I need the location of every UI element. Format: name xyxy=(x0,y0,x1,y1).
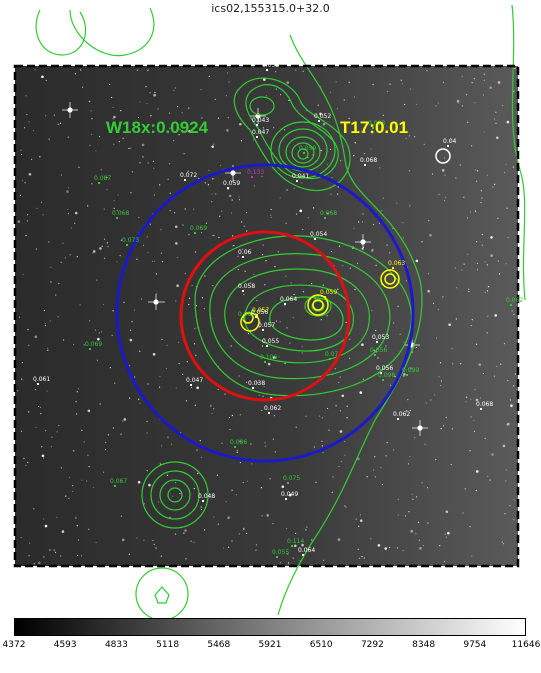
redshift-label: 0.058 xyxy=(238,283,255,290)
redshift-label: 0.059 xyxy=(299,145,316,152)
t17-label: T17:0.01 xyxy=(340,118,409,137)
field-frame xyxy=(13,64,520,568)
wise-label: W18x:0.0924 xyxy=(106,118,209,137)
redshift-label: 0.082 xyxy=(238,311,255,318)
redshift-label: 0.057 xyxy=(252,307,269,314)
redshift-label: 0.06 xyxy=(238,249,252,256)
redshift-label: 0.098 xyxy=(378,372,395,379)
redshift-label: 0.087 xyxy=(94,175,111,182)
redshift-label: 0.053 xyxy=(262,62,279,69)
redshift-label: 0.063 xyxy=(388,260,405,267)
redshift-label: 0.052 xyxy=(314,113,331,120)
redshift-label: 0.043 xyxy=(252,117,269,124)
redshift-label: 0.07 xyxy=(325,351,339,358)
redshift-label: 0.069 xyxy=(85,341,102,348)
redshift-label: 0.073 xyxy=(122,237,139,244)
redshift-label: 0.086 xyxy=(230,439,247,446)
colorbar-tick-label: 5118 xyxy=(156,640,180,650)
colorbar-tick-label: 7292 xyxy=(360,640,384,650)
redshift-label: 0.049 xyxy=(281,491,298,498)
redshift-label: 0.067 xyxy=(110,478,127,485)
inner-radius-circle xyxy=(179,230,351,402)
redshift-label: 0.093 xyxy=(368,120,385,127)
colorbar-tick-label: 6510 xyxy=(309,640,333,650)
redshift-label: 0.04 xyxy=(443,138,457,145)
redshift-label: 0.055 xyxy=(262,338,279,345)
colorbar-ticks: 4372 4593 4833 5118 5468 5921 6510 7292 8348 9754… xyxy=(0,640,541,658)
colorbar-tick-label: 8348 xyxy=(412,640,436,650)
redshift-label: 0.068 xyxy=(476,401,493,408)
redshift-label: 0.057 xyxy=(258,322,275,329)
redshift-label: 0.064 xyxy=(280,296,297,303)
star-field xyxy=(17,67,517,565)
x-ray-contours xyxy=(35,4,526,621)
redshift-label: 0.056 xyxy=(251,309,268,316)
colorbar-tick-label: 5921 xyxy=(258,640,282,650)
redshift-label: 0.069 xyxy=(190,225,207,232)
outer-radius-circle xyxy=(115,163,415,463)
redshift-label: 0.068 xyxy=(320,210,337,217)
redshift-label: 0.056 xyxy=(370,347,387,354)
colorbar-tick-label: 4833 xyxy=(104,640,128,650)
redshift-label: 0.056 xyxy=(376,365,393,372)
redshift-label: 0.047 xyxy=(252,129,269,136)
redshift-label: 0.106 xyxy=(260,354,277,361)
redshift-label: 0.059 xyxy=(320,289,337,296)
redshift-label: 0.062 xyxy=(264,405,281,412)
redshift-label: 0.064 xyxy=(298,547,315,554)
colorbar-tick-label: 4372 xyxy=(2,640,26,650)
colorbar-tick-label: 5468 xyxy=(207,640,231,650)
colorbar-tick-label: 9754 xyxy=(463,640,487,650)
redshift-label: 0.053 xyxy=(372,334,389,341)
redshift-label: 0.047 xyxy=(186,377,203,384)
redshift-label: 0.099 xyxy=(402,367,419,374)
redshift-label: 0.072 xyxy=(180,172,197,179)
redshift-label: 0.054 xyxy=(310,231,327,238)
redshift-label: 0.048 xyxy=(198,493,215,500)
redshift-label: 0.041 xyxy=(292,173,309,180)
redshift-label: 0.061 xyxy=(33,376,50,383)
redshift-label: 0.114 xyxy=(287,538,304,545)
colorbar-tick-label: 4593 xyxy=(53,640,77,650)
yellow-markers xyxy=(240,269,400,332)
redshift-labels: 0.053 0.043 0.047 0.052 0.04 0.068 0.072 0.059 0… xyxy=(33,62,523,558)
redshift-label: 0.062 xyxy=(506,297,523,304)
white-marker xyxy=(435,148,451,164)
redshift-label: 0.133 xyxy=(247,169,264,176)
redshift-label: 0.038 xyxy=(248,380,265,387)
image-title: ics02,155315.0+32.0 xyxy=(211,2,330,15)
sky-background xyxy=(15,66,518,566)
redshift-label: 0.068 xyxy=(112,210,129,217)
redshift-label: 0.068 xyxy=(360,157,377,164)
colorbar-tick-label: 11646 xyxy=(511,640,541,650)
redshift-label: 0.075 xyxy=(283,475,300,482)
colorbar xyxy=(14,618,526,636)
redshift-label: 0.059 xyxy=(223,180,240,187)
redshift-label: 0.062 xyxy=(393,411,410,418)
redshift-label: 0.055 xyxy=(272,549,289,556)
